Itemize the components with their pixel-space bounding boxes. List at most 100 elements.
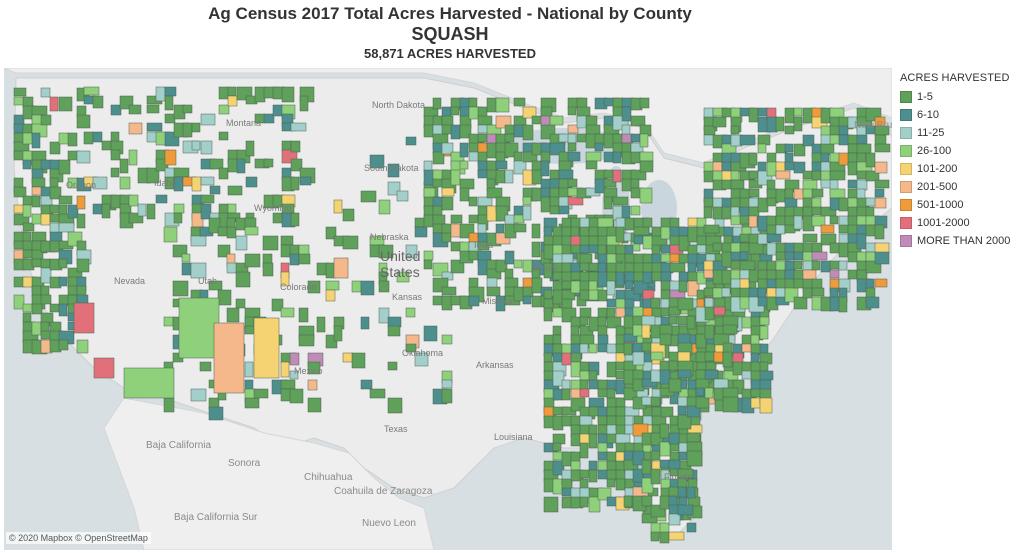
county[interactable] [253, 388, 269, 399]
county[interactable] [217, 289, 232, 306]
county[interactable] [552, 388, 563, 401]
county[interactable] [829, 260, 841, 270]
county[interactable] [289, 388, 304, 404]
county[interactable] [615, 271, 625, 287]
county[interactable] [739, 134, 756, 146]
county[interactable] [244, 397, 260, 409]
county[interactable] [123, 367, 175, 399]
county[interactable] [838, 242, 849, 258]
county[interactable] [543, 496, 559, 513]
county[interactable] [325, 226, 337, 240]
county[interactable] [579, 343, 589, 354]
county[interactable] [677, 405, 687, 416]
county-layer[interactable] [13, 86, 891, 544]
county[interactable] [13, 204, 25, 214]
county[interactable] [570, 244, 582, 254]
county[interactable] [686, 432, 701, 443]
county[interactable] [468, 97, 478, 108]
legend-item[interactable]: 1-5 [900, 88, 1024, 106]
county[interactable] [128, 122, 143, 135]
county[interactable] [686, 315, 696, 330]
county[interactable] [677, 369, 692, 379]
county[interactable] [659, 522, 670, 534]
county[interactable] [441, 388, 453, 404]
county[interactable] [558, 169, 574, 180]
county[interactable] [703, 134, 715, 146]
county[interactable] [615, 226, 625, 243]
county[interactable] [639, 187, 653, 204]
county[interactable] [704, 306, 715, 321]
county[interactable] [748, 107, 759, 123]
county[interactable] [387, 325, 401, 337]
county[interactable] [209, 185, 221, 195]
county[interactable] [83, 131, 94, 145]
county[interactable] [621, 142, 632, 154]
county[interactable] [570, 352, 582, 364]
county[interactable] [110, 104, 122, 116]
county[interactable] [450, 106, 460, 116]
county[interactable] [387, 316, 402, 328]
legend-item[interactable]: MORE THAN 2000 [900, 232, 1024, 250]
county[interactable] [441, 379, 453, 389]
county[interactable] [612, 151, 622, 164]
county[interactable] [540, 196, 552, 213]
county[interactable] [615, 253, 627, 263]
county[interactable] [76, 213, 86, 229]
county[interactable] [218, 104, 230, 115]
county[interactable] [678, 226, 689, 237]
county[interactable] [588, 343, 598, 354]
county[interactable] [441, 142, 454, 155]
county[interactable] [695, 396, 710, 409]
county[interactable] [588, 496, 601, 513]
county[interactable] [585, 160, 598, 170]
county[interactable] [552, 271, 564, 281]
county[interactable] [146, 104, 160, 114]
county[interactable] [76, 339, 89, 354]
legend-item[interactable]: 1001-2000 [900, 214, 1024, 232]
county[interactable] [146, 167, 160, 184]
county[interactable] [802, 287, 813, 299]
county[interactable] [93, 357, 115, 379]
county[interactable] [874, 278, 888, 288]
county[interactable] [200, 113, 216, 126]
county[interactable] [226, 226, 237, 239]
county[interactable] [191, 122, 201, 133]
county[interactable] [281, 86, 295, 103]
county[interactable] [432, 151, 445, 165]
county[interactable] [405, 244, 418, 259]
county[interactable] [687, 280, 700, 297]
county[interactable] [468, 250, 479, 261]
county[interactable] [540, 106, 553, 118]
county[interactable] [865, 152, 876, 168]
county[interactable] [191, 140, 201, 151]
county[interactable] [76, 195, 86, 210]
county[interactable] [208, 280, 223, 291]
county[interactable] [522, 196, 532, 206]
county[interactable] [342, 208, 355, 222]
county[interactable] [486, 187, 503, 199]
county[interactable] [191, 176, 202, 192]
county[interactable] [669, 262, 686, 273]
county[interactable] [686, 522, 697, 533]
county[interactable] [441, 232, 452, 243]
county[interactable] [713, 306, 726, 316]
county[interactable] [847, 269, 858, 280]
county[interactable] [624, 424, 635, 435]
county[interactable] [623, 342, 633, 356]
county[interactable] [164, 113, 176, 124]
county[interactable] [58, 195, 73, 205]
county[interactable] [567, 106, 577, 116]
county[interactable] [766, 197, 777, 207]
county[interactable] [696, 244, 707, 254]
county[interactable] [307, 379, 318, 391]
county[interactable] [325, 280, 340, 291]
county[interactable] [678, 235, 691, 252]
county[interactable] [531, 277, 543, 294]
county[interactable] [190, 262, 207, 279]
county[interactable] [173, 167, 190, 178]
county[interactable] [218, 167, 229, 180]
county[interactable] [874, 197, 887, 209]
county[interactable] [146, 122, 163, 132]
county[interactable] [677, 297, 694, 311]
county[interactable] [713, 333, 730, 346]
